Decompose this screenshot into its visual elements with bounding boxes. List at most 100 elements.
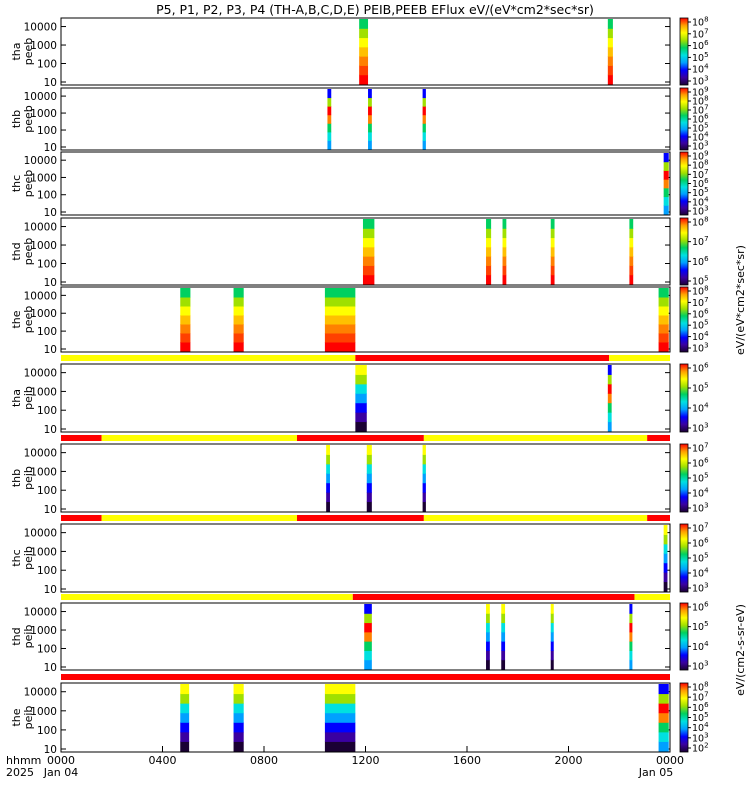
x-tick-label: 2000 (555, 754, 583, 767)
y-tick-label: 1000 (30, 386, 57, 398)
spectrogram-segment (550, 219, 555, 285)
mode-bar-segment (61, 594, 353, 600)
y-tick-label: 10000 (24, 155, 57, 167)
spectrogram-cell (663, 153, 669, 163)
spectrogram-cell (364, 622, 372, 633)
spectrogram-cell (180, 731, 190, 742)
mode-bars (61, 355, 670, 680)
spectrogram-cell (502, 237, 507, 248)
spectrogram-cell (486, 237, 492, 248)
spectrogram-cell (658, 684, 669, 695)
footer-year-label: 2025 (6, 766, 34, 779)
y-tick-label: 100 (37, 485, 57, 497)
spectrogram-cell (180, 712, 190, 723)
spectrogram-cell (502, 246, 507, 257)
colorbar-tick-label: 103 (692, 660, 709, 673)
y-tick-label: 100 (37, 125, 57, 137)
spectrogram-cell (629, 256, 634, 266)
spectrogram-cell (550, 256, 555, 266)
colorbar-scale (679, 17, 689, 86)
spectrogram-segment (663, 153, 669, 215)
panel-instrument-label: peeb (22, 238, 35, 266)
spectrogram-cell (364, 650, 372, 661)
y-tick-label: 100 (37, 259, 57, 271)
x-tick-label: 0000 (47, 754, 75, 767)
spectrogram-cell (486, 650, 490, 661)
spectrogram-cell (607, 37, 613, 48)
spectrogram-cell (366, 445, 372, 455)
spectrogram-cell (362, 265, 375, 276)
spectrogram-cell (180, 693, 190, 704)
panel-instrument-label: peib (22, 706, 35, 730)
colorbar-tick-label: 105 (692, 552, 709, 565)
spectrogram-cell (326, 454, 330, 465)
spectrogram-cell (180, 342, 191, 352)
spectrogram-cell (663, 205, 669, 215)
y-tick-label: 100 (37, 326, 57, 338)
spectrogram-segment (607, 19, 613, 85)
mode-bar (61, 594, 670, 600)
spectrogram-segment (658, 288, 669, 352)
spectrogram-cell (324, 306, 356, 316)
spectrogram-cell (362, 219, 375, 229)
spectrogram-cell (364, 613, 372, 624)
spectrogram-cell (422, 131, 426, 141)
colorbar: 103 104 105 106 107 (679, 522, 709, 595)
y-tick-label: 10 (44, 424, 57, 436)
panel-instrument-label: peeb (22, 105, 35, 133)
spectrogram-cell (327, 106, 332, 116)
mode-bar-segment (634, 594, 670, 600)
x-tick-label: 0800 (250, 754, 278, 767)
spectrogram-segment (607, 365, 612, 432)
colorbar-unit-upper: eV/(eV*cm2*sec*sr) (734, 245, 747, 355)
panel-probe-label: thd (10, 242, 23, 260)
spectrogram-cell (658, 315, 669, 325)
spectrogram-cell (550, 613, 554, 624)
spectrogram-cell (324, 288, 356, 298)
spectrogram-cell (658, 306, 669, 316)
chart-title: P5, P1, P2, P3, P4 (TH-A,B,C,D,E) PEIB,P… (156, 2, 594, 17)
spectrogram-cell (501, 604, 506, 614)
spectrogram-cell (180, 741, 190, 752)
spectrogram-cell (550, 604, 554, 614)
panel-probe-label: thd (10, 627, 23, 645)
y-tick-label: 1000 (30, 240, 57, 252)
mode-bar-segment (647, 515, 670, 521)
spectrogram-cell (364, 659, 372, 670)
spectrogram-cell (658, 722, 669, 733)
spectrogram-cell (324, 315, 356, 325)
spectrogram-cell (486, 613, 490, 624)
spectrogram-cell (663, 179, 669, 189)
spectrogram-cell (629, 622, 633, 633)
spectrogram-cell (663, 562, 668, 573)
y-tick-label: 10 (44, 504, 57, 516)
spectrogram-cell (327, 89, 332, 99)
spectrogram-cell (326, 482, 330, 493)
spectrogram-cell (658, 342, 669, 352)
spectrogram-cell (663, 161, 669, 171)
spectrogram-cell (359, 46, 369, 57)
spectrogram-cell (550, 219, 555, 229)
spectrogram-cell (233, 315, 244, 325)
colorbar-tick-label: 104 (692, 567, 709, 580)
spectrogram-cell (663, 572, 668, 583)
spectrogram-cell (629, 237, 634, 248)
spectrogram-cell (550, 650, 554, 661)
spectrogram-cell (663, 534, 668, 545)
footer-hhmm-label: hhmm (6, 754, 41, 767)
spectrogram-cell (359, 28, 369, 39)
spectrogram-cell (355, 374, 367, 385)
spectrogram-cell (366, 463, 372, 474)
colorbar-tick-label: 104 (692, 487, 709, 500)
time-axis: hhmm 2025 Jan 04 Jan 05 0000 0400 0800 1200… (6, 746, 684, 779)
spectrogram-cell (327, 131, 332, 141)
colorbar-tick-label: 106 (692, 537, 709, 550)
spectrogram-cell (362, 237, 375, 248)
spectrogram-cell (658, 712, 669, 723)
mode-bar-segment (61, 435, 102, 441)
